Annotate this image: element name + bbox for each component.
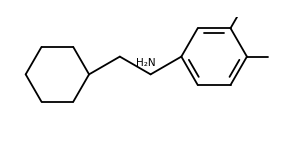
Text: H₂N: H₂N bbox=[136, 58, 156, 68]
